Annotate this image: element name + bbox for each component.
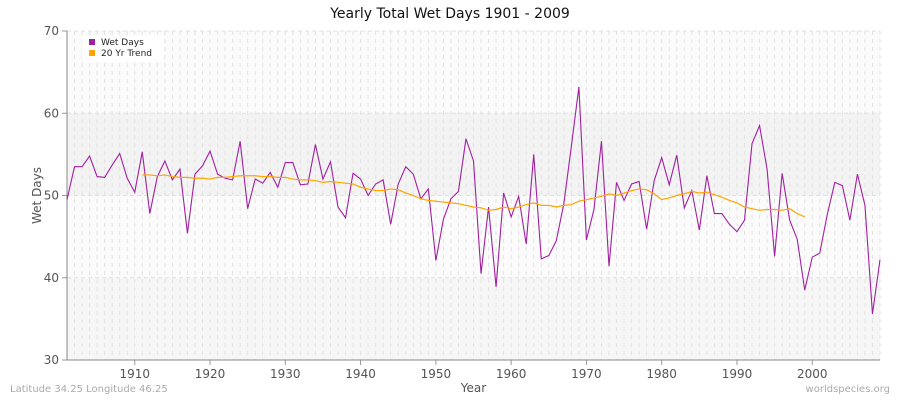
x-tick-label: 1970 [571,367,602,381]
x-tick-label: 1910 [119,367,150,381]
legend-label: 20 Yr Trend [101,49,153,59]
location-footer: Latitude 34.25 Longitude 46.25 [10,384,168,395]
series-trend [142,174,805,218]
x-tick-label: 1950 [421,367,452,381]
y-axis-label: Wet Days [30,167,44,224]
legend-swatch-wet-days [89,39,95,45]
source-footer: worldspecies.org [805,384,890,395]
y-tick-label: 30 [44,353,59,367]
y-tick-label: 40 [44,271,59,285]
legend-item-trend: 20 Yr Trend [89,49,152,60]
x-tick-label: 1960 [496,367,527,381]
y-tick-label: 70 [44,24,59,38]
legend-swatch-trend [89,50,95,56]
chart-title: Yearly Total Wet Days 1901 - 2009 [330,6,570,22]
legend-item-wet-days: Wet Days [89,38,144,49]
x-tick-label: 1980 [646,367,677,381]
series-wet-days [66,86,881,315]
legend: Wet Days 20 Yr Trend [82,35,164,62]
x-tick-label: 1940 [345,367,376,381]
y-tick-label: 50 [44,189,59,203]
x-tick-label: 1920 [195,367,226,381]
x-tick-label: 1990 [722,367,753,381]
x-tick-label: 1930 [270,367,301,381]
legend-label: Wet Days [101,38,144,48]
y-tick-label: 60 [44,106,59,120]
x-axis-label: Year [460,381,486,395]
x-tick-label: 2000 [797,367,828,381]
